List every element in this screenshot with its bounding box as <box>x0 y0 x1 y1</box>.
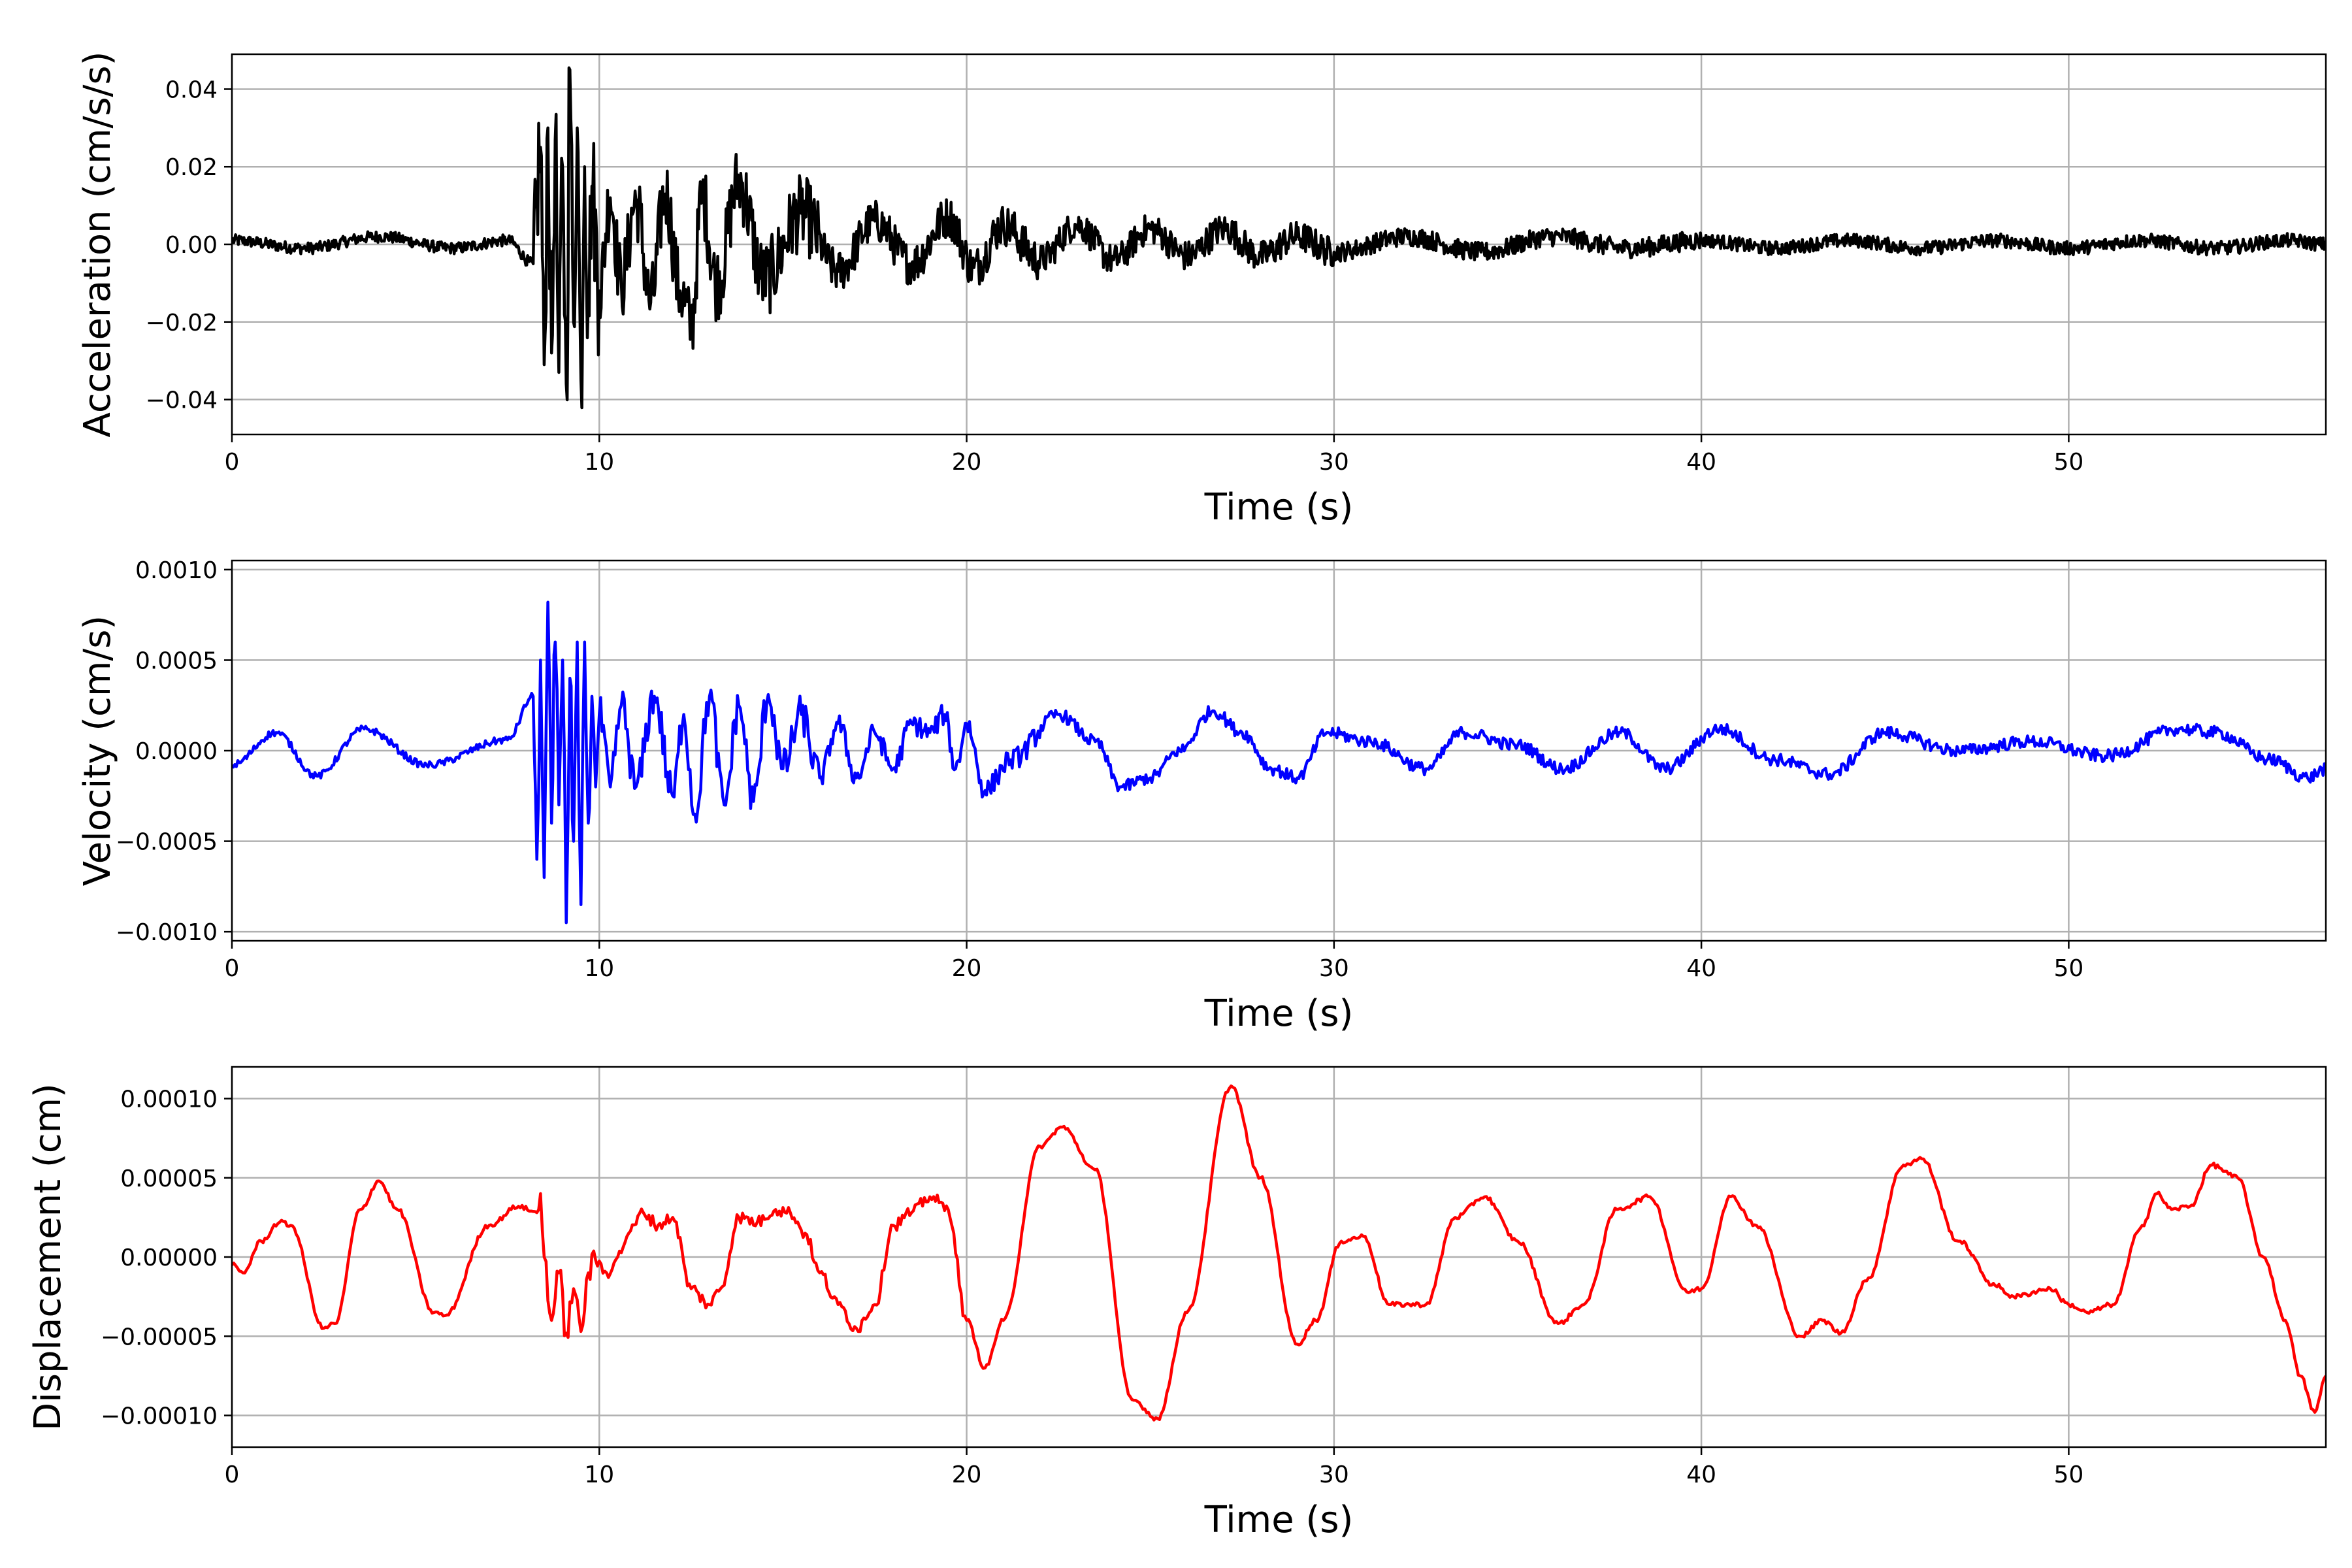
velocity-x-tick-label: 0 <box>225 955 240 982</box>
acceleration-x-tick-label: 10 <box>584 449 614 476</box>
velocity-y-tick-label: 0.0005 <box>135 647 218 674</box>
velocity-x-tick-label: 10 <box>584 955 614 982</box>
velocity-x-tick-label: 30 <box>1319 955 1349 982</box>
velocity-y-tick-label: −0.0005 <box>116 829 218 856</box>
acceleration-y-tick-label: 0.00 <box>165 232 218 259</box>
velocity-series-line <box>232 600 2326 924</box>
velocity-y-tick-label: 0.0010 <box>135 557 218 584</box>
acceleration-x-axis-title: Time (s) <box>1204 486 1354 529</box>
displacement-x-tick-label: 20 <box>952 1462 982 1488</box>
displacement-y-tick-label: 0.00000 <box>120 1245 218 1271</box>
acceleration-y-axis-title: Acceleration (cm/s/s) <box>76 52 119 438</box>
acceleration-x-tick-label: 0 <box>225 449 240 476</box>
displacement-y-axis-title: Displacement (cm) <box>27 1083 69 1431</box>
displacement-series-line <box>232 1084 2326 1422</box>
velocity-y-tick-label: −0.0010 <box>116 919 218 946</box>
velocity-x-tick-label: 20 <box>952 955 982 982</box>
displacement-x-tick-label: 30 <box>1319 1462 1349 1488</box>
displacement-panel: 0 10 20 30 40 50 −0.00010 −0.00005 0.00000 0.0000… <box>27 1066 2327 1541</box>
acceleration-y-tick-label: −0.02 <box>146 310 218 336</box>
velocity-y-axis-title: Velocity (cm/s) <box>76 615 119 887</box>
displacement-x-tick-label: 40 <box>1686 1462 1716 1488</box>
acceleration-x-tick-label: 20 <box>952 449 982 476</box>
acceleration-y-tick-label: −0.04 <box>146 387 218 414</box>
displacement-x-tick-label: 0 <box>225 1462 240 1488</box>
displacement-y-tick-label: 0.00010 <box>120 1086 218 1113</box>
acceleration-x-tick-label: 40 <box>1686 449 1716 476</box>
acceleration-series-line <box>232 66 2326 410</box>
acceleration-x-tick-label: 30 <box>1319 449 1349 476</box>
velocity-x-tick-label: 50 <box>2053 955 2083 982</box>
displacement-x-axis-title: Time (s) <box>1204 1499 1354 1541</box>
acceleration-y-tick-label: 0.04 <box>165 76 218 103</box>
displacement-y-tick-label: 0.00005 <box>120 1166 218 1192</box>
acceleration-y-tick-label: 0.02 <box>165 154 218 181</box>
displacement-y-tick-label: −0.00005 <box>101 1324 218 1350</box>
acceleration-x-tick-label: 50 <box>2053 449 2083 476</box>
velocity-x-tick-label: 40 <box>1686 955 1716 982</box>
acceleration-panel: 0 10 20 30 40 50 −0.04 −0.02 0.00 0.02 0.04 Time (s… <box>76 52 2327 529</box>
displacement-y-tick-label: −0.00010 <box>101 1403 218 1430</box>
velocity-panel: 0 10 20 30 40 50 −0.0010 −0.0005 0.0000 0.0005 0.0… <box>76 557 2327 1035</box>
displacement-x-tick-label: 10 <box>584 1462 614 1488</box>
displacement-x-tick-label: 50 <box>2053 1462 2083 1488</box>
velocity-y-tick-label: 0.0000 <box>135 738 218 765</box>
velocity-x-axis-title: Time (s) <box>1204 992 1354 1035</box>
